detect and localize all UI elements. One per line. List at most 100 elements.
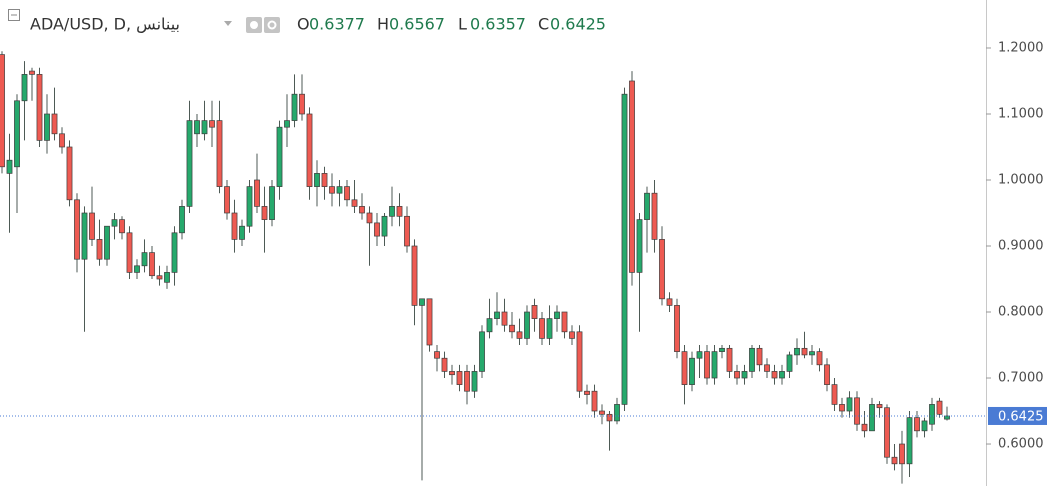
candle-body — [411, 245, 418, 306]
candle-body — [381, 215, 388, 237]
y-tick-label: 0.9000 — [998, 239, 1044, 254]
candle-body — [824, 364, 830, 385]
candle-body — [764, 364, 770, 372]
y-tick-label: 0.6000 — [998, 437, 1044, 452]
candle-body — [659, 239, 665, 300]
candle-body — [186, 120, 193, 207]
candle-body — [726, 347, 733, 372]
candle-body — [6, 159, 13, 174]
candle-body — [89, 212, 95, 240]
candle-body — [299, 93, 305, 115]
candle-body — [944, 415, 950, 420]
candle-body — [149, 252, 155, 277]
candle-body — [171, 232, 178, 273]
candle-body — [494, 311, 500, 319]
candle-body — [36, 74, 43, 141]
candle-body — [734, 371, 740, 379]
ohlc-value: 0.6357 — [470, 15, 526, 34]
candle-body — [576, 331, 583, 392]
candle-body — [44, 113, 50, 141]
candle-body — [479, 331, 485, 372]
candle-body — [786, 354, 793, 372]
dropdown-arrow[interactable] — [224, 21, 232, 26]
candle-body — [239, 225, 245, 240]
candle-body — [921, 420, 928, 432]
candle-body — [501, 311, 508, 326]
candle-body — [681, 351, 688, 385]
candle-body — [644, 192, 650, 220]
candle-body — [599, 410, 605, 415]
candle-body — [689, 357, 695, 385]
candle-body — [561, 311, 568, 333]
candle-body — [351, 199, 358, 207]
candle-body — [704, 351, 710, 379]
candle-body — [66, 146, 73, 201]
candle-body — [869, 404, 875, 432]
settings-icon-gear — [267, 20, 277, 30]
candle-body — [441, 357, 448, 372]
candle-body — [426, 298, 433, 346]
candle-body — [216, 120, 223, 187]
settings-icon[interactable] — [264, 17, 280, 33]
candle-body — [276, 126, 283, 187]
candle-body — [81, 212, 88, 260]
candle-body — [651, 192, 658, 240]
y-tick-label: 1.2000 — [998, 40, 1044, 55]
candle-body — [666, 298, 673, 306]
visibility-icon-eye — [250, 21, 258, 29]
candle-body — [854, 397, 860, 425]
ohlc-key: H — [377, 15, 389, 34]
plot-area — [0, 51, 985, 484]
candle-body — [321, 173, 328, 187]
candle-body — [741, 371, 748, 379]
candle-body — [224, 186, 230, 214]
collapse-icon[interactable] — [8, 9, 20, 21]
candle-body — [614, 404, 620, 422]
candle-body — [449, 371, 455, 376]
candle-body — [674, 305, 680, 352]
candle-body — [719, 347, 725, 352]
candle-body — [29, 70, 35, 75]
candle-body — [291, 93, 298, 121]
candle-body — [524, 311, 530, 339]
y-tick-label: 1.0000 — [998, 172, 1044, 187]
candle-body — [509, 324, 515, 333]
candle-body — [554, 311, 560, 319]
candle-body — [111, 219, 118, 227]
candle-body — [569, 331, 575, 339]
candle-body — [134, 265, 140, 273]
candle-body — [306, 113, 313, 187]
candle-body — [546, 318, 553, 339]
ohlc-key: L — [458, 15, 467, 34]
candle-body — [696, 351, 703, 359]
candle-body — [104, 225, 110, 260]
candle-body — [261, 206, 268, 220]
candle-body — [516, 331, 523, 339]
candle-body — [486, 318, 493, 333]
chart-title: ADA/USD, D, بينانس — [30, 15, 180, 35]
candle-body — [344, 186, 350, 201]
ohlc-key: O — [297, 15, 310, 34]
candle-body — [771, 371, 778, 379]
candle-body — [96, 239, 103, 260]
ohlc-key: C — [538, 15, 549, 34]
candle-body — [0, 54, 5, 168]
candle-body — [914, 417, 920, 432]
candle-body — [846, 397, 853, 412]
candle-body — [14, 100, 20, 168]
candle-body — [329, 186, 335, 194]
candle-body — [531, 305, 538, 319]
candle-body — [891, 456, 898, 465]
candle-body — [254, 179, 260, 207]
y-tick-label: 1.1000 — [998, 106, 1044, 121]
candle-body — [389, 206, 395, 217]
candle-body — [21, 74, 28, 102]
candle-body — [816, 351, 823, 366]
candle-body — [809, 351, 815, 356]
candle-body — [156, 275, 163, 280]
candle-body — [126, 232, 133, 273]
last-price-label: 0.6425 — [998, 409, 1044, 424]
candle-body — [179, 206, 185, 234]
candle-body — [284, 120, 290, 128]
